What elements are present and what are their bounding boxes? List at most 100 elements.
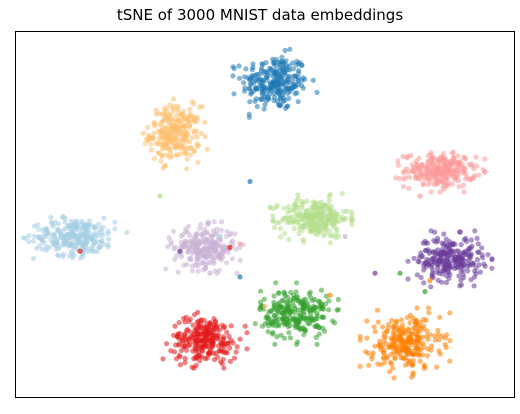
scatter-point xyxy=(422,166,428,172)
scatter-point xyxy=(434,269,440,275)
scatter-point xyxy=(310,77,316,83)
scatter-point xyxy=(142,140,148,147)
scatter-point xyxy=(253,86,259,92)
scatter-point xyxy=(270,213,276,219)
scatter-point xyxy=(428,228,434,234)
scatter-point xyxy=(314,232,320,238)
scatter-point xyxy=(270,218,276,224)
scatter-point xyxy=(339,190,345,197)
scatter-point xyxy=(489,256,495,262)
scatter-point xyxy=(349,221,355,227)
scatter-point xyxy=(296,67,302,74)
scatter-point xyxy=(474,235,480,241)
scatter-point xyxy=(174,252,180,258)
scatter-point xyxy=(210,350,217,356)
scatter-point xyxy=(456,273,462,279)
scatter-point xyxy=(447,337,453,344)
scatter-point xyxy=(34,245,40,251)
scatter-point xyxy=(327,215,333,221)
scatter-point xyxy=(482,156,488,162)
scatter-point xyxy=(335,296,341,303)
scatter-point xyxy=(294,322,300,328)
scatter-point xyxy=(311,227,317,233)
scatter-point xyxy=(197,331,203,337)
scatter-point xyxy=(415,258,421,264)
scatter-point xyxy=(414,163,420,169)
scatter-point xyxy=(468,251,474,257)
scatter-point xyxy=(318,287,325,293)
scatter-point xyxy=(78,255,84,261)
scatter-point xyxy=(198,130,205,136)
scatter-point xyxy=(249,67,255,73)
scatter-point xyxy=(236,75,243,81)
scatter-point xyxy=(167,115,173,121)
scatter-point xyxy=(184,156,190,162)
scatter-point xyxy=(249,75,255,81)
scatter-point xyxy=(468,237,474,243)
scatter-point xyxy=(432,253,438,259)
scatter-point xyxy=(411,255,417,261)
scatter-point xyxy=(425,153,431,159)
scatter-point xyxy=(357,363,363,369)
scatter-point xyxy=(187,106,193,112)
scatter-point xyxy=(182,355,188,361)
scatter-point xyxy=(193,362,199,368)
scatter-point xyxy=(407,334,413,340)
scatter-point xyxy=(279,54,285,61)
scatter-point xyxy=(395,162,401,168)
scatter-point xyxy=(182,360,188,366)
scatter-point xyxy=(282,97,288,104)
scatter-point xyxy=(263,74,269,80)
scatter-point xyxy=(233,349,239,355)
scatter-point xyxy=(91,248,97,254)
scatter-point xyxy=(220,341,226,347)
scatter-point xyxy=(473,154,479,160)
scatter-point xyxy=(66,237,72,243)
scatter-point xyxy=(439,173,445,179)
scatter-point xyxy=(281,321,288,328)
scatter-point xyxy=(179,112,186,118)
scatter-point xyxy=(458,242,464,248)
scatter-point xyxy=(481,261,487,267)
scatter-point xyxy=(195,268,201,274)
scatter-point xyxy=(442,250,448,256)
scatter-point xyxy=(401,344,407,350)
scatter-point xyxy=(191,128,197,134)
scatter-point xyxy=(440,158,446,164)
scatter-point xyxy=(326,298,332,304)
scatter-point xyxy=(295,192,301,198)
scatter-point xyxy=(181,262,187,268)
scatter-point xyxy=(279,66,285,72)
scatter-point xyxy=(444,263,450,269)
scatter-point xyxy=(176,336,182,342)
scatter-point xyxy=(60,228,66,234)
scatter-point xyxy=(422,238,428,244)
scatter-point xyxy=(310,223,316,229)
scatter-point xyxy=(187,342,193,348)
scatter-point xyxy=(414,272,420,278)
scatter-point xyxy=(326,307,332,313)
scatter-point xyxy=(101,215,107,221)
scatter-point xyxy=(332,320,338,326)
scatter-point xyxy=(460,267,466,273)
scatter-point xyxy=(168,110,174,117)
scatter-point xyxy=(331,223,337,229)
scatter-point xyxy=(175,117,181,123)
scatter-point xyxy=(286,236,292,243)
scatter-point xyxy=(291,201,297,207)
scatter-point xyxy=(30,238,36,244)
scatter-point xyxy=(266,87,272,93)
scatter-point xyxy=(203,329,209,335)
scatter-point xyxy=(160,142,166,148)
scatter-point xyxy=(295,307,301,313)
scatter-point xyxy=(425,305,431,311)
scatter-point xyxy=(96,229,102,235)
scatter-point xyxy=(277,234,284,240)
scatter-point xyxy=(404,166,410,172)
scatter-point xyxy=(456,163,462,169)
scatter-point xyxy=(422,364,428,370)
scatter-point xyxy=(220,250,226,256)
scatter-point xyxy=(377,344,383,350)
scatter-point xyxy=(456,255,462,261)
scatter-point xyxy=(285,86,291,92)
